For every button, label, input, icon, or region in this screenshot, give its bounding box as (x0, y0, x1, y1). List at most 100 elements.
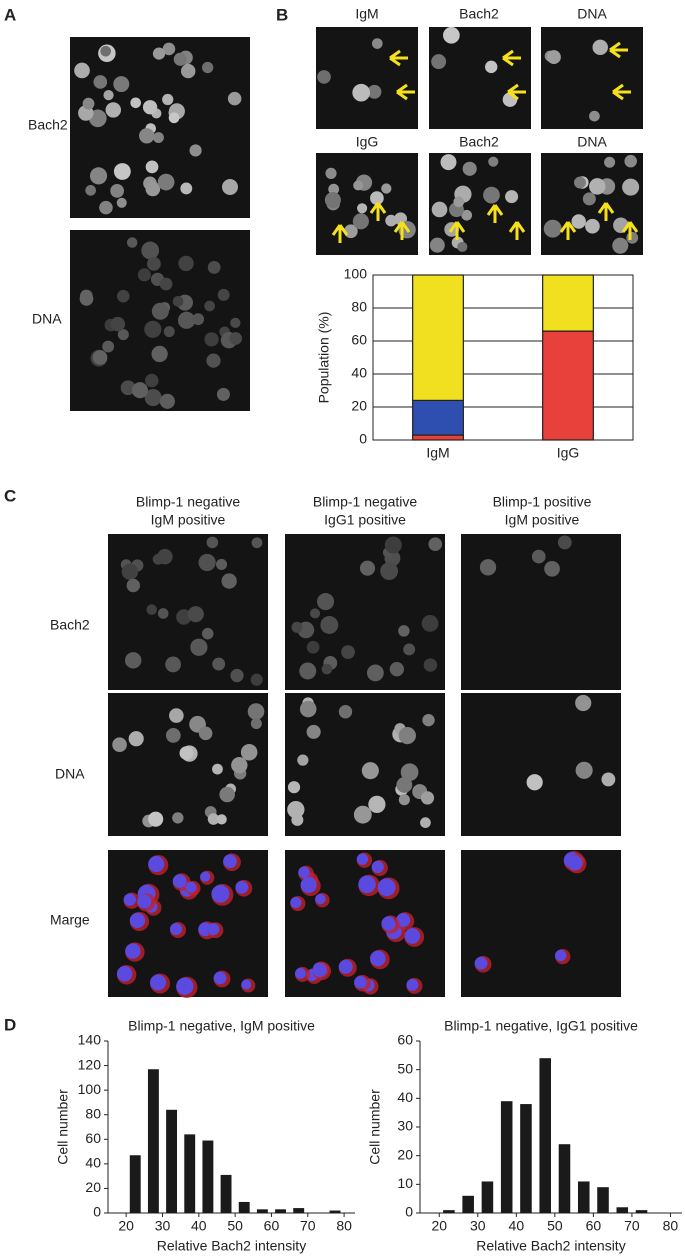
micrograph (429, 27, 531, 129)
cell (406, 978, 419, 991)
cell (575, 694, 592, 712)
y-axis-label: Population (%) (316, 312, 332, 404)
cell (124, 652, 142, 669)
arrow (612, 83, 631, 101)
row-label: DNA (32, 311, 62, 327)
cell (585, 218, 600, 234)
arrow (396, 83, 415, 101)
cell (212, 763, 223, 775)
y-tick-label: 30 (397, 1118, 413, 1134)
bar (577, 1181, 590, 1213)
cell (85, 185, 96, 196)
arrow-shape (507, 83, 526, 101)
cell (145, 160, 159, 174)
bar (329, 1210, 341, 1213)
row-label: Marge (50, 912, 90, 928)
arrow (507, 83, 526, 101)
cell (152, 132, 164, 143)
cell (385, 214, 397, 227)
bar (293, 1208, 305, 1213)
cell (370, 950, 386, 967)
cell (142, 100, 158, 115)
cell (126, 237, 138, 248)
cell (294, 967, 307, 979)
y-tick-label: 60 (397, 1032, 413, 1048)
micrograph (461, 693, 621, 836)
cell (178, 255, 194, 272)
cell (557, 535, 572, 550)
y-tick-label: 80 (85, 1105, 101, 1121)
cell (366, 664, 384, 682)
cell (567, 855, 583, 871)
cell (120, 380, 136, 396)
y-tick-label: 100 (78, 1081, 102, 1097)
cell (128, 731, 144, 747)
micrographs (70, 26, 643, 998)
y-tick-label: 40 (85, 1155, 101, 1171)
cell (113, 163, 131, 180)
cell (172, 874, 187, 889)
cell (352, 83, 371, 102)
arrow-shape (486, 204, 504, 223)
bar (443, 1210, 455, 1213)
cell (217, 288, 230, 301)
cell (328, 183, 340, 195)
bar-segment (412, 399, 464, 436)
cell (157, 608, 169, 619)
cell (299, 662, 317, 680)
cell (89, 167, 108, 185)
cell (172, 812, 184, 824)
bar (539, 1058, 551, 1213)
cell (461, 209, 473, 221)
x-tick-label: 30 (155, 1218, 171, 1234)
y-tick-label: 0 (359, 431, 367, 447)
arrow (609, 41, 628, 59)
bar (166, 1109, 178, 1213)
cell (187, 606, 204, 623)
cell (321, 663, 333, 675)
x-axis-label: Relative Bach2 intensity (157, 1238, 306, 1254)
cell (103, 90, 114, 101)
bar (616, 1207, 629, 1213)
panel-label: C (4, 486, 16, 505)
arrow-shape (331, 224, 349, 243)
cell (212, 657, 226, 671)
y-tick-label: 100 (344, 266, 368, 282)
cell (146, 604, 157, 615)
panel-label: B (276, 5, 288, 24)
cell (457, 241, 468, 252)
cell (398, 726, 416, 745)
cell (230, 668, 244, 683)
row-label: DNA (55, 766, 85, 782)
cell (431, 201, 448, 218)
cell (485, 60, 498, 74)
cell (290, 896, 302, 909)
cell (240, 743, 258, 761)
bar (256, 1209, 268, 1213)
cell (371, 860, 384, 874)
bar (238, 1201, 250, 1213)
cell (251, 537, 263, 549)
cell (177, 311, 196, 329)
y-tick-label: 0 (405, 1204, 413, 1220)
cell (148, 811, 164, 827)
cell (201, 627, 214, 640)
cell (287, 800, 305, 819)
cell (82, 97, 95, 110)
arrow (331, 224, 349, 243)
x-tick-label: 80 (663, 1218, 679, 1234)
bar (220, 1174, 232, 1213)
x-tick-label: 40 (191, 1218, 207, 1234)
cell (483, 186, 500, 204)
cell (361, 762, 379, 780)
arrow (389, 49, 408, 67)
cell (462, 161, 477, 176)
cell (144, 389, 162, 407)
cell (189, 144, 202, 157)
chart-title: Blimp-1 negative, IgM positive (128, 1018, 315, 1034)
cell (162, 42, 176, 56)
bar-segment (542, 274, 594, 332)
image-label: Bach2 (459, 134, 499, 150)
cell (163, 326, 175, 338)
cell (297, 754, 309, 766)
